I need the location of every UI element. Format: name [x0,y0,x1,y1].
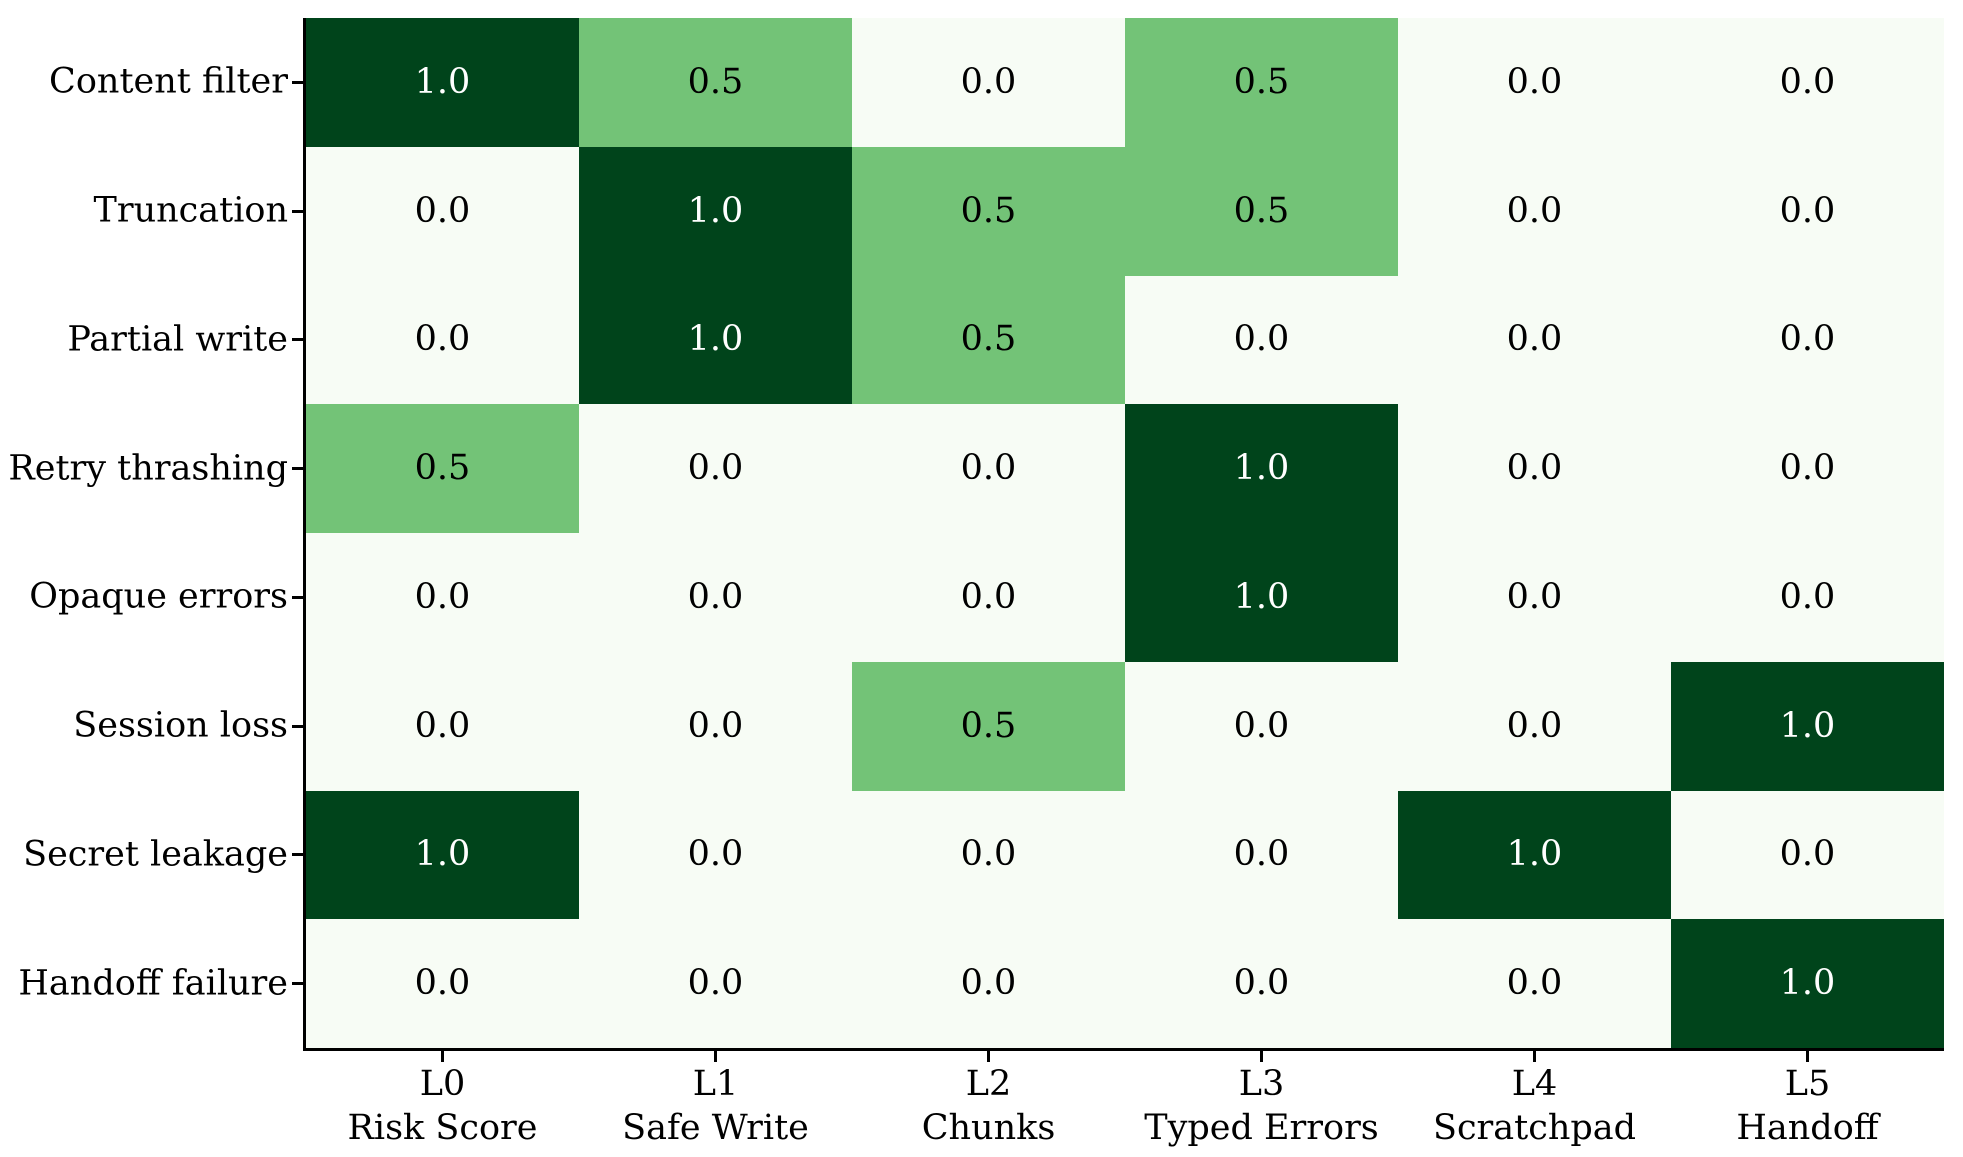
heatmap-cell-7-5: 1.0 [1671,919,1944,1048]
x-axis-tick [441,1051,444,1062]
x-axis-tick [987,1051,990,1062]
heatmap-cell-4-5: 0.0 [1671,533,1944,662]
col-label: L1 Safe Write [622,1062,809,1150]
heatmap-cell-4-1: 0.0 [579,533,852,662]
col-label: L3 Typed Errors [1144,1062,1379,1150]
y-axis-tick [292,595,303,599]
heatmap-cell-2-5: 0.0 [1671,275,1944,405]
heatmap-cell-6-0: 1.0 [306,790,579,920]
heatmap-cell-5-3: 0.0 [1125,661,1398,791]
row-label: Handoff failure [18,963,288,1004]
heatmap-cell-7-0: 0.0 [306,919,579,1048]
heatmap-cell-1-3: 0.5 [1125,146,1398,276]
col-label-name: Risk Score [347,1108,538,1148]
heatmap-cell-1-2: 0.5 [852,146,1125,276]
heatmap-cell-6-4: 1.0 [1398,790,1671,920]
heatmap-cell-7-4: 0.0 [1398,919,1671,1048]
y-axis-tick [292,982,303,986]
row-label: Session loss [73,705,288,746]
heatmap-cell-1-0: 0.0 [306,146,579,276]
heatmap-cell-0-3: 0.5 [1125,18,1398,147]
y-axis-tick [292,80,303,84]
heatmap-cell-2-3: 0.0 [1125,275,1398,405]
heatmap-cell-3-2: 0.0 [852,404,1125,533]
heatmap-cell-7-3: 0.0 [1125,919,1398,1048]
col-label: L2 Chunks [922,1062,1056,1150]
heatmap-cell-5-1: 0.0 [579,661,852,791]
row-label: Retry thrashing [8,448,288,489]
heatmap-cell-0-2: 0.0 [852,18,1125,147]
heatmap-cell-0-5: 0.0 [1671,18,1944,147]
heatmap-cell-0-0: 1.0 [306,18,579,147]
heatmap-cell-3-4: 0.0 [1398,404,1671,533]
heatmap-grid: 1.0 0.5 0.0 0.5 0.0 0.0 0.0 1.0 0.5 0.5 0.0 0.0 0.0 1… [306,18,1944,1048]
col-label-tier: L1 [692,1064,739,1104]
y-axis-spine [303,18,306,1051]
y-axis-tick [292,467,303,471]
col-label-name: Handoff [1736,1108,1879,1148]
heatmap-cell-5-2: 0.5 [852,661,1125,791]
y-axis-tick [292,209,303,213]
heatmap-cell-3-3: 1.0 [1125,404,1398,533]
heatmap-cell-6-2: 0.0 [852,790,1125,920]
heatmap-cell-5-0: 0.0 [306,661,579,791]
heatmap-cell-2-4: 0.0 [1398,275,1671,405]
col-label: L4 Scratchpad [1433,1062,1636,1150]
row-label: Truncation [93,190,289,231]
heatmap-cell-1-5: 0.0 [1671,146,1944,276]
x-axis-spine [303,1048,1944,1051]
heatmap-cell-0-1: 0.5 [579,18,852,147]
x-axis-tick [714,1051,717,1062]
heatmap-cell-4-3: 1.0 [1125,533,1398,662]
heatmap-cell-5-4: 0.0 [1398,661,1671,791]
heatmap-cell-0-4: 0.0 [1398,18,1671,147]
row-label: Secret leakage [23,834,288,875]
heatmap-cell-7-1: 0.0 [579,919,852,1048]
heatmap-cell-3-0: 0.5 [306,404,579,533]
col-label: L0 Risk Score [348,1062,538,1150]
x-axis-tick [1806,1051,1809,1062]
col-label-tier: L4 [1511,1064,1558,1104]
x-axis-tick [1260,1051,1263,1062]
col-label-name: Safe Write [622,1108,809,1148]
row-label: Opaque errors [29,576,288,617]
col-label: L5 Handoff [1736,1062,1878,1150]
heatmap-cell-6-1: 0.0 [579,790,852,920]
heatmap-cell-7-2: 0.0 [852,919,1125,1048]
heatmap-cell-6-3: 0.0 [1125,790,1398,920]
col-label-tier: L5 [1784,1064,1831,1104]
col-label-name: Typed Errors [1144,1108,1379,1148]
heatmap-cell-2-1: 1.0 [579,275,852,405]
heatmap-cell-3-1: 0.0 [579,404,852,533]
row-label: Partial write [67,319,288,360]
x-axis-tick [1533,1051,1536,1062]
col-label-tier: L2 [965,1064,1012,1104]
heatmap-cell-1-4: 0.0 [1398,146,1671,276]
y-axis-tick [292,853,303,857]
row-label: Content filter [49,61,288,102]
heatmap-cell-3-5: 0.0 [1671,404,1944,533]
y-axis-tick [292,724,303,728]
col-label-tier: L0 [419,1064,466,1104]
heatmap-cell-4-2: 0.0 [852,533,1125,662]
y-axis-tick [292,338,303,342]
heatmap-cell-4-0: 0.0 [306,533,579,662]
heatmap-cell-1-1: 1.0 [579,146,852,276]
heatmap-cell-2-0: 0.0 [306,275,579,405]
heatmap-cell-6-5: 0.0 [1671,790,1944,920]
heatmap-cell-5-5: 1.0 [1671,661,1944,791]
col-label-tier: L3 [1238,1064,1285,1104]
heatmap-cell-2-2: 0.5 [852,275,1125,405]
col-label-name: Chunks [921,1108,1056,1148]
heatmap-cell-4-4: 0.0 [1398,533,1671,662]
col-label-name: Scratchpad [1432,1108,1637,1148]
